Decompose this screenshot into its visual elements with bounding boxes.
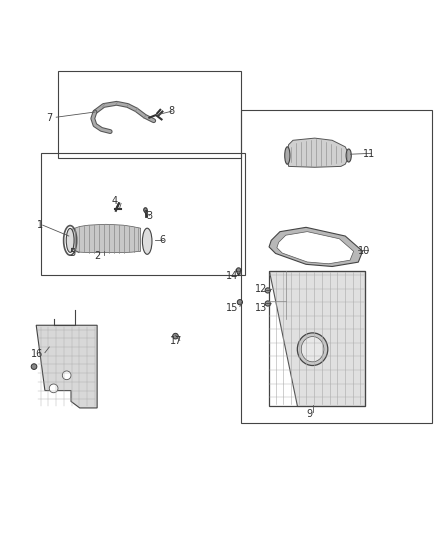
Text: 11: 11 [363, 149, 375, 159]
Ellipse shape [62, 371, 71, 379]
Text: 15: 15 [226, 303, 239, 313]
Polygon shape [71, 224, 141, 253]
Ellipse shape [142, 228, 152, 254]
Text: 5: 5 [69, 248, 75, 259]
Polygon shape [286, 138, 350, 167]
Text: 8: 8 [169, 106, 175, 116]
Text: 10: 10 [358, 246, 371, 256]
Text: 14: 14 [226, 271, 239, 281]
Text: 4: 4 [112, 196, 118, 206]
Ellipse shape [346, 149, 351, 162]
Polygon shape [269, 271, 365, 406]
Ellipse shape [285, 147, 290, 164]
Ellipse shape [265, 301, 270, 306]
Bar [241, 110, 432, 423]
Ellipse shape [237, 300, 243, 305]
Text: 3: 3 [147, 212, 153, 221]
Polygon shape [36, 325, 97, 408]
Ellipse shape [301, 336, 324, 362]
Ellipse shape [31, 364, 37, 369]
Ellipse shape [144, 208, 147, 212]
Text: 13: 13 [254, 303, 267, 313]
Ellipse shape [49, 384, 58, 393]
Polygon shape [277, 232, 353, 264]
Text: 12: 12 [254, 284, 267, 294]
Ellipse shape [297, 333, 328, 366]
Ellipse shape [66, 229, 74, 252]
Bar [41, 154, 245, 275]
Text: 16: 16 [31, 349, 43, 359]
Text: 6: 6 [160, 236, 166, 245]
Ellipse shape [265, 288, 270, 293]
Ellipse shape [237, 268, 241, 272]
Text: 7: 7 [46, 112, 53, 123]
Text: 17: 17 [170, 336, 182, 346]
Bar [269, 271, 365, 406]
Text: 2: 2 [94, 251, 101, 261]
Text: 1: 1 [37, 220, 43, 230]
Ellipse shape [173, 333, 178, 339]
Text: 9: 9 [307, 409, 313, 418]
Polygon shape [269, 228, 363, 266]
Bar [58, 71, 241, 158]
